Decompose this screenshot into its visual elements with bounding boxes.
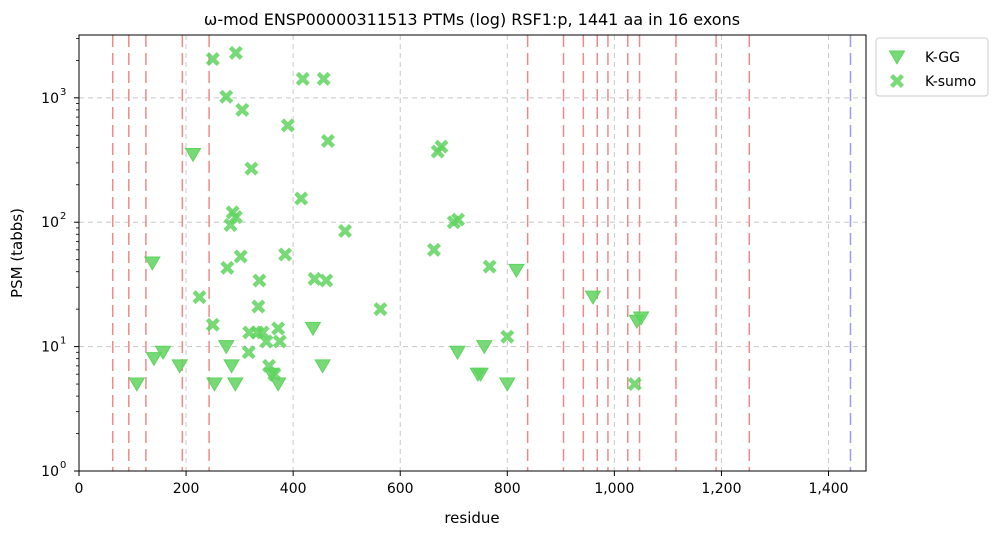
y-axis-label: PSM (tabbs)	[8, 208, 26, 298]
k-sumo-point	[482, 259, 497, 274]
k-gg-point	[154, 345, 172, 361]
k-gg-point	[226, 377, 244, 392]
k-sumo-point	[252, 273, 267, 288]
k-gg-point	[128, 377, 146, 392]
k-sumo-point	[267, 367, 282, 382]
x-tick-label: 1,000	[594, 481, 634, 497]
x-tick-label: 800	[494, 481, 521, 497]
k-sumo-point	[434, 139, 449, 154]
k-sumo-point	[338, 224, 353, 239]
k-gg-point	[171, 359, 189, 374]
k-sumo-point	[233, 249, 248, 264]
k-sumo-point	[500, 329, 515, 344]
k-sumo-point	[271, 321, 286, 336]
legend-label-k-sumo: K-sumo	[925, 74, 976, 90]
k-gg-point	[508, 263, 525, 279]
k-sumo-point	[205, 52, 220, 67]
k-sumo-point	[192, 290, 207, 305]
k-sumo-point	[373, 302, 388, 317]
x-tick-label: 0	[75, 481, 84, 497]
y-tick-exponent: 2	[60, 211, 66, 222]
k-gg-point	[206, 377, 223, 392]
k-gg-point	[217, 340, 235, 355]
k-gg-point	[472, 367, 489, 382]
k-sumo-point	[244, 161, 259, 176]
data-points	[128, 45, 650, 392]
y-tick-exponent: 3	[60, 87, 66, 98]
k-sumo-point	[307, 271, 322, 286]
k-sumo-point	[219, 89, 234, 104]
x-tick-label: 1,400	[808, 481, 848, 497]
k-gg-point	[584, 290, 602, 305]
k-sumo-point	[241, 345, 256, 360]
k-sumo-point	[251, 299, 266, 314]
legend-marker-k-gg	[888, 50, 906, 65]
k-sumo-point	[316, 71, 331, 86]
k-gg-point	[145, 352, 163, 367]
k-gg-point	[632, 311, 650, 326]
k-sumo-point	[272, 334, 287, 349]
k-sumo-point	[220, 260, 235, 275]
k-gg-point	[314, 359, 331, 374]
y-tick-label: 10	[41, 215, 59, 231]
x-tick-label: 400	[280, 481, 307, 497]
legend-label-k-gg: K-GG	[925, 50, 960, 66]
grid-lines	[79, 35, 866, 471]
y-tick-label: 10	[41, 91, 59, 107]
k-sumo-point	[451, 212, 466, 227]
y-tick-exponent: 1	[60, 336, 66, 347]
k-sumo-point	[294, 191, 309, 206]
k-sumo-point	[320, 133, 335, 148]
k-sumo-point	[426, 242, 441, 257]
legend-markers	[888, 50, 906, 88]
k-gg-point	[498, 377, 516, 392]
k-sumo-point	[319, 273, 334, 288]
k-sumo-point	[278, 247, 293, 262]
x-tick-label: 200	[173, 481, 200, 497]
k-sumo-point	[235, 102, 250, 117]
y-tick-label: 10	[41, 340, 59, 356]
k-sumo-point	[205, 317, 220, 332]
k-gg-point	[475, 340, 493, 355]
k-gg-point	[184, 148, 202, 163]
k-sumo-point	[280, 118, 295, 133]
x-axis-label: residue	[444, 509, 499, 527]
x-tick-label: 600	[387, 481, 414, 497]
k-sumo-point	[255, 325, 270, 340]
legend-marker-k-sumo	[890, 74, 904, 88]
y-tick-label: 10	[41, 464, 59, 480]
k-sumo-point	[228, 45, 243, 60]
exon-boundary-lines	[111, 35, 852, 471]
k-sumo-point	[295, 71, 310, 86]
y-tick-exponent: 0	[60, 460, 66, 471]
k-sumo-point	[228, 210, 243, 225]
legend: K-GG K-sumo	[875, 37, 989, 97]
chart-title: ω-mod ENSP00000311513 PTMs (log) RSF1:p,…	[204, 10, 740, 29]
k-gg-point	[143, 256, 161, 271]
k-sumo-point	[259, 334, 274, 349]
plot-frame	[78, 34, 867, 472]
k-gg-point	[304, 321, 322, 337]
k-gg-point	[223, 359, 240, 374]
k-gg-point	[449, 345, 466, 361]
x-tick-label: 1,200	[701, 481, 741, 497]
k-sumo-point	[627, 377, 642, 392]
